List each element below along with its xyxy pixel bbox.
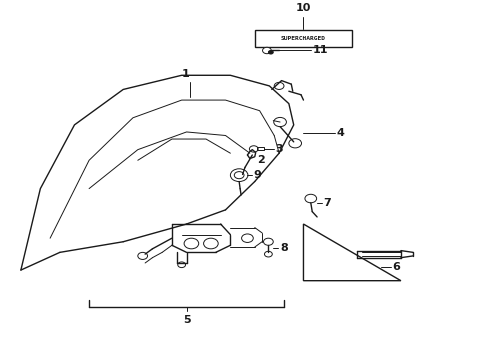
Circle shape [263,47,271,54]
Circle shape [274,117,287,127]
Text: 10: 10 [296,3,311,13]
Text: 3: 3 [276,144,283,154]
Circle shape [249,146,258,152]
Text: 6: 6 [392,261,400,271]
Text: 5: 5 [183,315,190,325]
Circle shape [203,238,218,249]
Text: 4: 4 [337,128,344,138]
Circle shape [269,50,273,54]
Text: 2: 2 [257,155,265,165]
Text: 8: 8 [280,243,288,253]
Text: 11: 11 [312,45,328,55]
Circle shape [184,238,199,249]
Text: 7: 7 [323,198,331,208]
Bar [255,30,352,47]
Circle shape [274,82,284,89]
Text: 9: 9 [254,170,262,180]
Bar [257,147,264,150]
Circle shape [242,234,253,242]
Text: SUPERCHARGED: SUPERCHARGED [281,36,326,41]
Circle shape [234,172,244,179]
Circle shape [289,139,301,148]
Text: 1: 1 [182,69,190,79]
Circle shape [230,169,248,181]
